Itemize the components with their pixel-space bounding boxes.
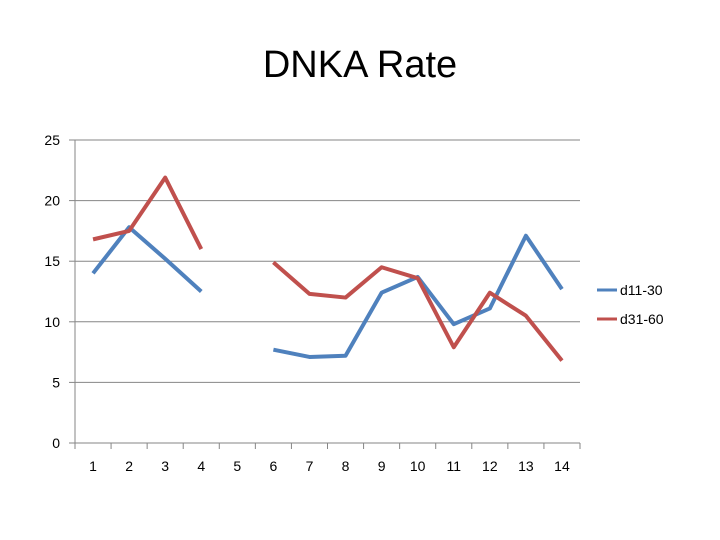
x-tick-label: 2: [125, 458, 133, 474]
x-tick-label: 12: [482, 458, 498, 474]
x-tick-label: 9: [378, 458, 386, 474]
y-tick-label: 20: [44, 193, 60, 209]
x-tick-label: 10: [410, 458, 426, 474]
legend: d11-30 d31-60: [597, 282, 664, 327]
x-tick-label: 4: [197, 458, 205, 474]
y-tick-label: 10: [44, 314, 60, 330]
x-tick-label: 8: [342, 458, 350, 474]
y-tick-label: 5: [52, 374, 60, 390]
gridlines: [75, 139, 580, 444]
x-tick-label: 3: [161, 458, 169, 474]
series-lines: [91, 175, 564, 362]
series-line-d11-30: [91, 225, 203, 293]
chart-title: DNKA Rate: [262, 44, 458, 86]
x-tick-label: 13: [518, 458, 534, 474]
legend-label: d31-60: [620, 311, 664, 327]
series-line-d31-60: [272, 260, 564, 362]
y-tick-label: 0: [52, 435, 60, 451]
x-tick-label: 14: [554, 458, 570, 474]
x-tick-label: 11: [446, 458, 461, 474]
y-tick-label: 15: [44, 253, 60, 269]
x-tick-label: 5: [233, 458, 241, 474]
y-tick-label: 25: [44, 132, 60, 148]
x-tick-label: 1: [89, 458, 97, 474]
legend-label: d11-30: [620, 282, 663, 298]
x-tick-label: 7: [306, 458, 314, 474]
x-tick-label: 6: [269, 458, 277, 474]
series-line-d31-60: [92, 175, 204, 250]
